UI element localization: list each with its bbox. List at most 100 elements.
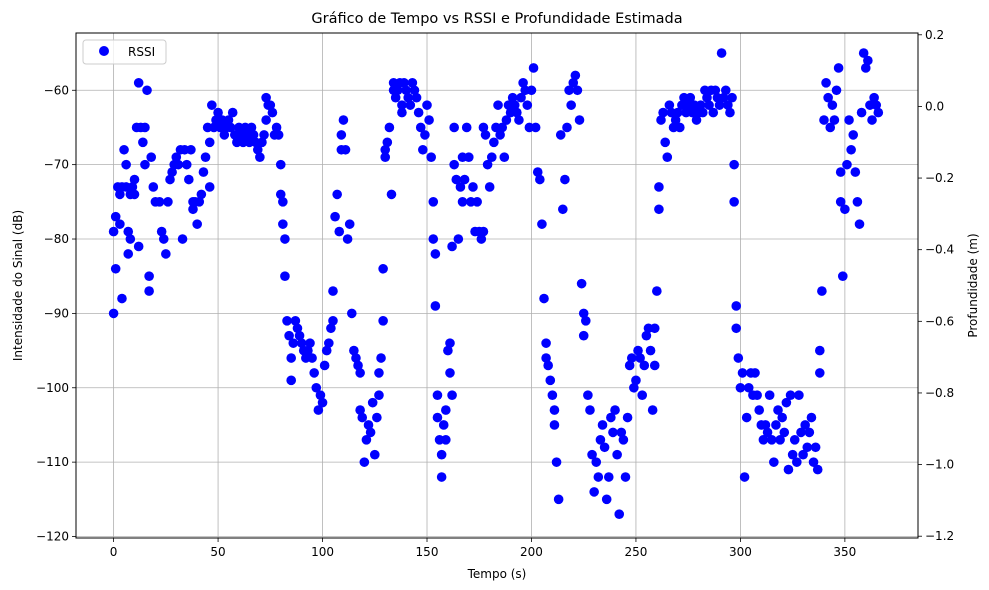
data-point — [783, 464, 794, 475]
data-point — [815, 368, 825, 378]
data-point — [445, 338, 455, 348]
data-point — [422, 100, 432, 110]
data-point — [438, 420, 449, 430]
data-point — [324, 338, 334, 348]
data-point — [566, 100, 576, 110]
data-point — [562, 122, 572, 133]
data-point — [378, 316, 388, 326]
data-point — [313, 405, 324, 415]
data-point — [447, 390, 457, 401]
data-point — [482, 159, 493, 170]
data-point — [261, 92, 271, 103]
data-point — [616, 427, 627, 438]
x-axis-ticks: 0 50 100 150 200 250 300 350 — [110, 538, 856, 559]
data-point — [656, 115, 666, 125]
data-point — [142, 85, 152, 96]
data-point — [225, 122, 236, 133]
data-point — [850, 167, 861, 177]
data-point — [188, 204, 198, 215]
data-point — [750, 368, 760, 378]
data-point — [399, 78, 409, 88]
data-point — [743, 382, 754, 393]
data-point — [873, 107, 884, 118]
data-point — [863, 55, 873, 66]
data-point — [386, 189, 397, 200]
data-point — [731, 301, 742, 311]
data-point — [549, 420, 560, 430]
y-tick-label: −70 — [44, 158, 69, 172]
data-point — [265, 100, 276, 110]
data-point — [177, 234, 188, 244]
data-point — [344, 219, 355, 229]
data-point — [138, 137, 148, 148]
data-point — [108, 308, 119, 319]
data-point — [654, 204, 664, 215]
data-point — [282, 316, 292, 326]
data-point — [463, 152, 474, 163]
data-point — [675, 122, 685, 133]
data-point — [459, 174, 470, 185]
data-point — [844, 115, 854, 125]
data-point — [664, 100, 675, 110]
data-point — [361, 435, 372, 445]
x-tick-label: 100 — [311, 545, 334, 559]
data-point — [547, 390, 558, 401]
data-point — [727, 92, 737, 103]
data-point — [773, 405, 783, 415]
data-point — [376, 353, 386, 363]
data-point — [858, 48, 869, 58]
data-point — [204, 137, 215, 148]
data-point — [530, 122, 541, 133]
data-point — [311, 382, 322, 393]
data-point — [286, 375, 297, 386]
data-point — [478, 122, 489, 133]
data-point — [539, 293, 549, 304]
data-point — [601, 494, 612, 505]
data-point — [846, 144, 856, 155]
y-axis-label: Intensidade do Sinal (dB) — [11, 210, 25, 361]
data-point — [720, 85, 731, 96]
data-point — [133, 241, 144, 252]
data-point — [409, 85, 420, 96]
data-point — [123, 226, 134, 237]
data-point — [480, 130, 491, 140]
data-point — [441, 405, 451, 415]
data-point — [541, 353, 551, 363]
data-point — [537, 219, 547, 229]
data-point — [133, 78, 144, 88]
data-point — [380, 152, 391, 163]
data-point — [662, 152, 673, 163]
data-point — [397, 107, 407, 118]
data-point — [752, 390, 762, 401]
y-tick-label: −120 — [36, 530, 69, 544]
data-point — [303, 345, 313, 356]
data-point — [296, 338, 307, 348]
data-point — [357, 412, 368, 423]
data-point — [543, 360, 553, 371]
data-point — [518, 78, 528, 88]
data-point — [349, 345, 359, 356]
data-point — [129, 189, 140, 200]
data-point — [292, 323, 303, 334]
data-point — [704, 100, 714, 110]
data-point — [330, 211, 340, 222]
data-point — [146, 152, 157, 163]
x-axis-label: Tempo (s) — [467, 567, 527, 581]
data-point — [307, 353, 317, 363]
data-point — [332, 189, 342, 200]
data-point — [367, 397, 378, 408]
data-point — [522, 100, 533, 110]
y-tick-label: −100 — [36, 381, 69, 395]
data-point — [591, 457, 602, 467]
data-point — [578, 308, 589, 319]
data-point — [213, 107, 223, 118]
data-point — [365, 427, 376, 438]
data-point — [443, 345, 453, 356]
y2-axis-ticks: −1.2 −1.0 −0.8 −0.6 −0.4 −0.2 0.0 0.2 — [918, 28, 954, 543]
data-point — [288, 338, 299, 348]
legend-marker-rssi — [99, 46, 109, 56]
data-point — [338, 115, 349, 125]
data-point — [355, 405, 365, 415]
data-point — [637, 390, 648, 401]
data-point — [290, 316, 301, 326]
